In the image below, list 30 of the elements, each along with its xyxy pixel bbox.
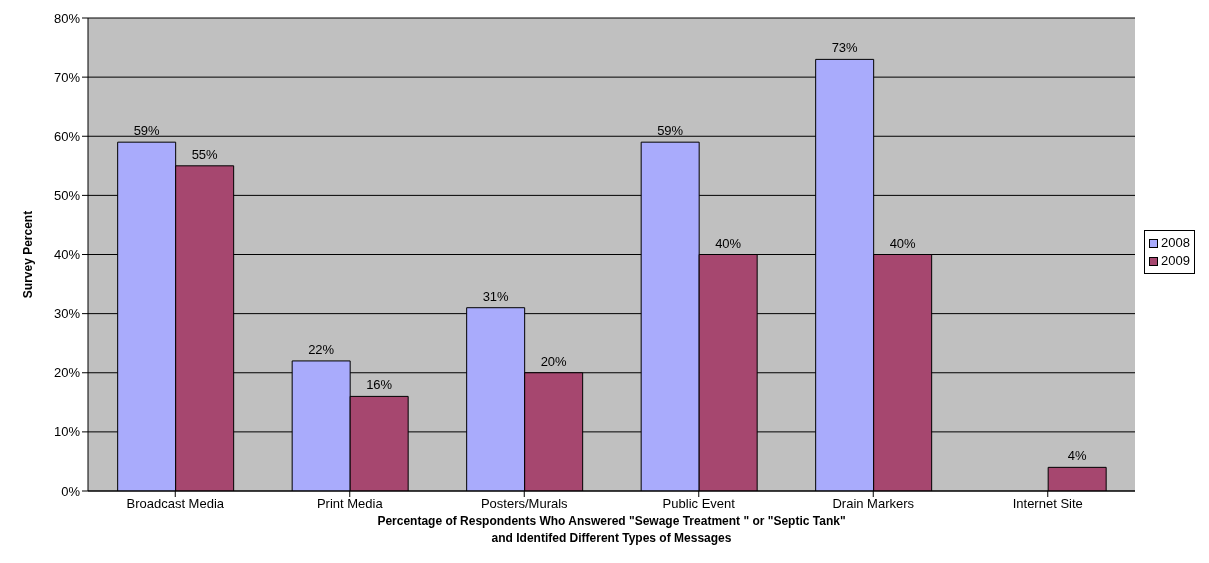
data-label: 59% [133,123,161,139]
x-tick-label: Public Event [662,496,736,512]
x-tick-label: Posters/Murals [480,496,569,512]
y-tick-label: 70% [53,69,81,85]
data-label: 31% [482,288,510,304]
data-label: 55% [191,146,219,162]
x-axis-title: Percentage of Respondents Who Answered "Sewage Treatment " or "Septic Tank" and Identifed Different Types of Messages [377,514,846,545]
data-label: 4% [1067,448,1087,464]
x-tick-label: Print Media [316,496,384,512]
y-tick-label: 30% [53,306,81,322]
y-tick-label: 60% [53,128,81,144]
data-label: 16% [366,377,393,393]
y-tick-label: 80% [53,10,81,26]
data-label: 20% [540,353,568,369]
x-tick-label: Drain Markers [832,496,915,512]
y-axis-title: Survey Percent [21,210,36,299]
x-tick-label: Internet Site [1012,496,1083,512]
data-label: 22% [308,341,335,357]
y-tick-label: 40% [53,247,81,263]
legend-label: 2009 [1161,252,1190,270]
data-label: 40% [889,235,917,251]
y-tick-label: 10% [53,424,81,440]
data-label: 40% [715,235,742,251]
x-tick-label: Broadcast Media [126,496,225,512]
legend-label: 2008 [1161,234,1190,252]
y-tick-label: 0% [61,483,81,499]
y-tick-label: 20% [53,365,81,381]
data-label: 59% [657,123,684,139]
y-tick-label: 50% [53,187,81,203]
data-label: 73% [831,40,859,56]
